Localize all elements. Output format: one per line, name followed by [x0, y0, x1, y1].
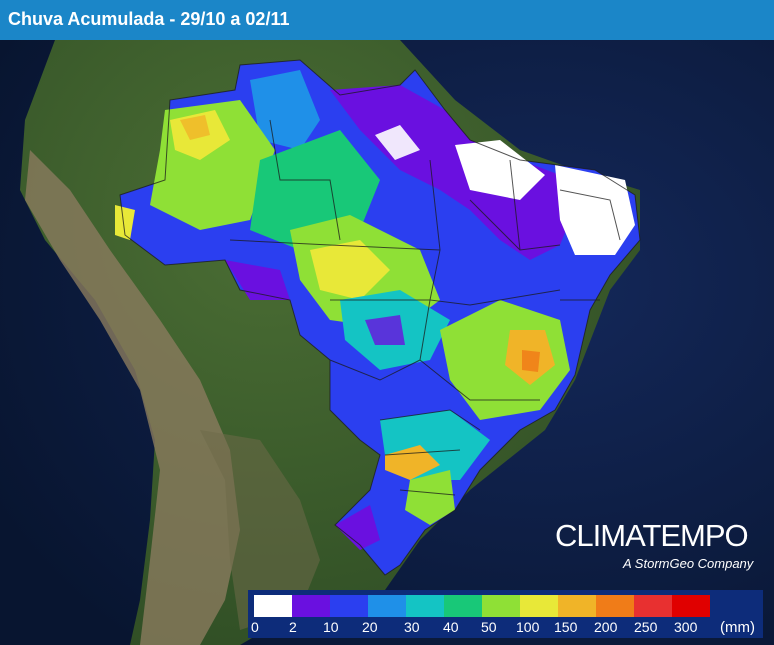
- legend-unit: (mm): [720, 619, 755, 636]
- legend-label: 50: [481, 619, 497, 635]
- legend-label: 100: [516, 619, 540, 635]
- legend-label: 300: [674, 619, 698, 635]
- legend-label: 200: [594, 619, 618, 635]
- legend-swatch: [406, 595, 444, 617]
- legend-label: 10: [323, 619, 339, 635]
- legend-swatches: [254, 595, 710, 617]
- brand-tagline: A StormGeo Company: [623, 556, 754, 571]
- rainfall-field: [115, 60, 640, 575]
- legend-swatch: [558, 595, 596, 617]
- legend-label: 150: [554, 619, 578, 635]
- legend-swatch: [672, 595, 710, 617]
- andes-region: [25, 150, 240, 645]
- legend-swatch: [330, 595, 368, 617]
- legend-swatch: [254, 595, 292, 617]
- legend-swatch: [444, 595, 482, 617]
- map-title: Chuva Acumulada - 29/10 a 02/11: [8, 9, 290, 29]
- arid-plains: [200, 430, 320, 630]
- rainfall-map: [0, 40, 774, 645]
- legend-label: 0: [251, 619, 259, 635]
- header-bar: Chuva Acumulada - 29/10 a 02/11: [0, 0, 774, 40]
- legend-label: 250: [634, 619, 658, 635]
- legend-label: 30: [404, 619, 420, 635]
- legend-labels: 0 2 10 20 30 40 50 100 150 200 250 300: [248, 619, 763, 637]
- legend-swatch: [368, 595, 406, 617]
- legend-swatch: [634, 595, 672, 617]
- brand-logo: CLIMATEMPO A StormGeo Company: [555, 518, 753, 571]
- brand-name: CLIMATEMPO: [555, 518, 749, 553]
- legend-swatch: [520, 595, 558, 617]
- legend-label: 20: [362, 619, 378, 635]
- legend-swatch: [596, 595, 634, 617]
- legend-label: 40: [443, 619, 459, 635]
- color-legend: 0 2 10 20 30 40 50 100 150 200 250 300 (…: [248, 590, 763, 638]
- legend-swatch: [292, 595, 330, 617]
- state-borders: [119, 59, 641, 576]
- legend-label: 2: [289, 619, 297, 635]
- legend-swatch: [482, 595, 520, 617]
